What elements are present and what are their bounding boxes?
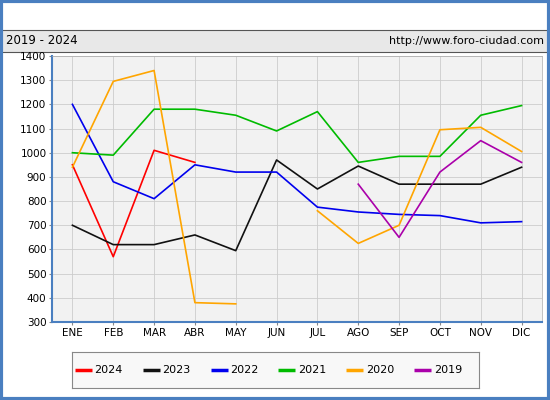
Text: 2019: 2019 [434,365,462,375]
Text: 2020: 2020 [366,365,394,375]
Text: 2023: 2023 [162,365,191,375]
Text: Evolucion Nº Turistas Extranjeros en el municipio de Pedrola: Evolucion Nº Turistas Extranjeros en el … [38,8,512,22]
Text: http://www.foro-ciudad.com: http://www.foro-ciudad.com [389,36,544,46]
Text: 2021: 2021 [298,365,326,375]
Text: 2022: 2022 [230,365,258,375]
Text: 2019 - 2024: 2019 - 2024 [6,34,77,48]
Text: 2024: 2024 [95,365,123,375]
